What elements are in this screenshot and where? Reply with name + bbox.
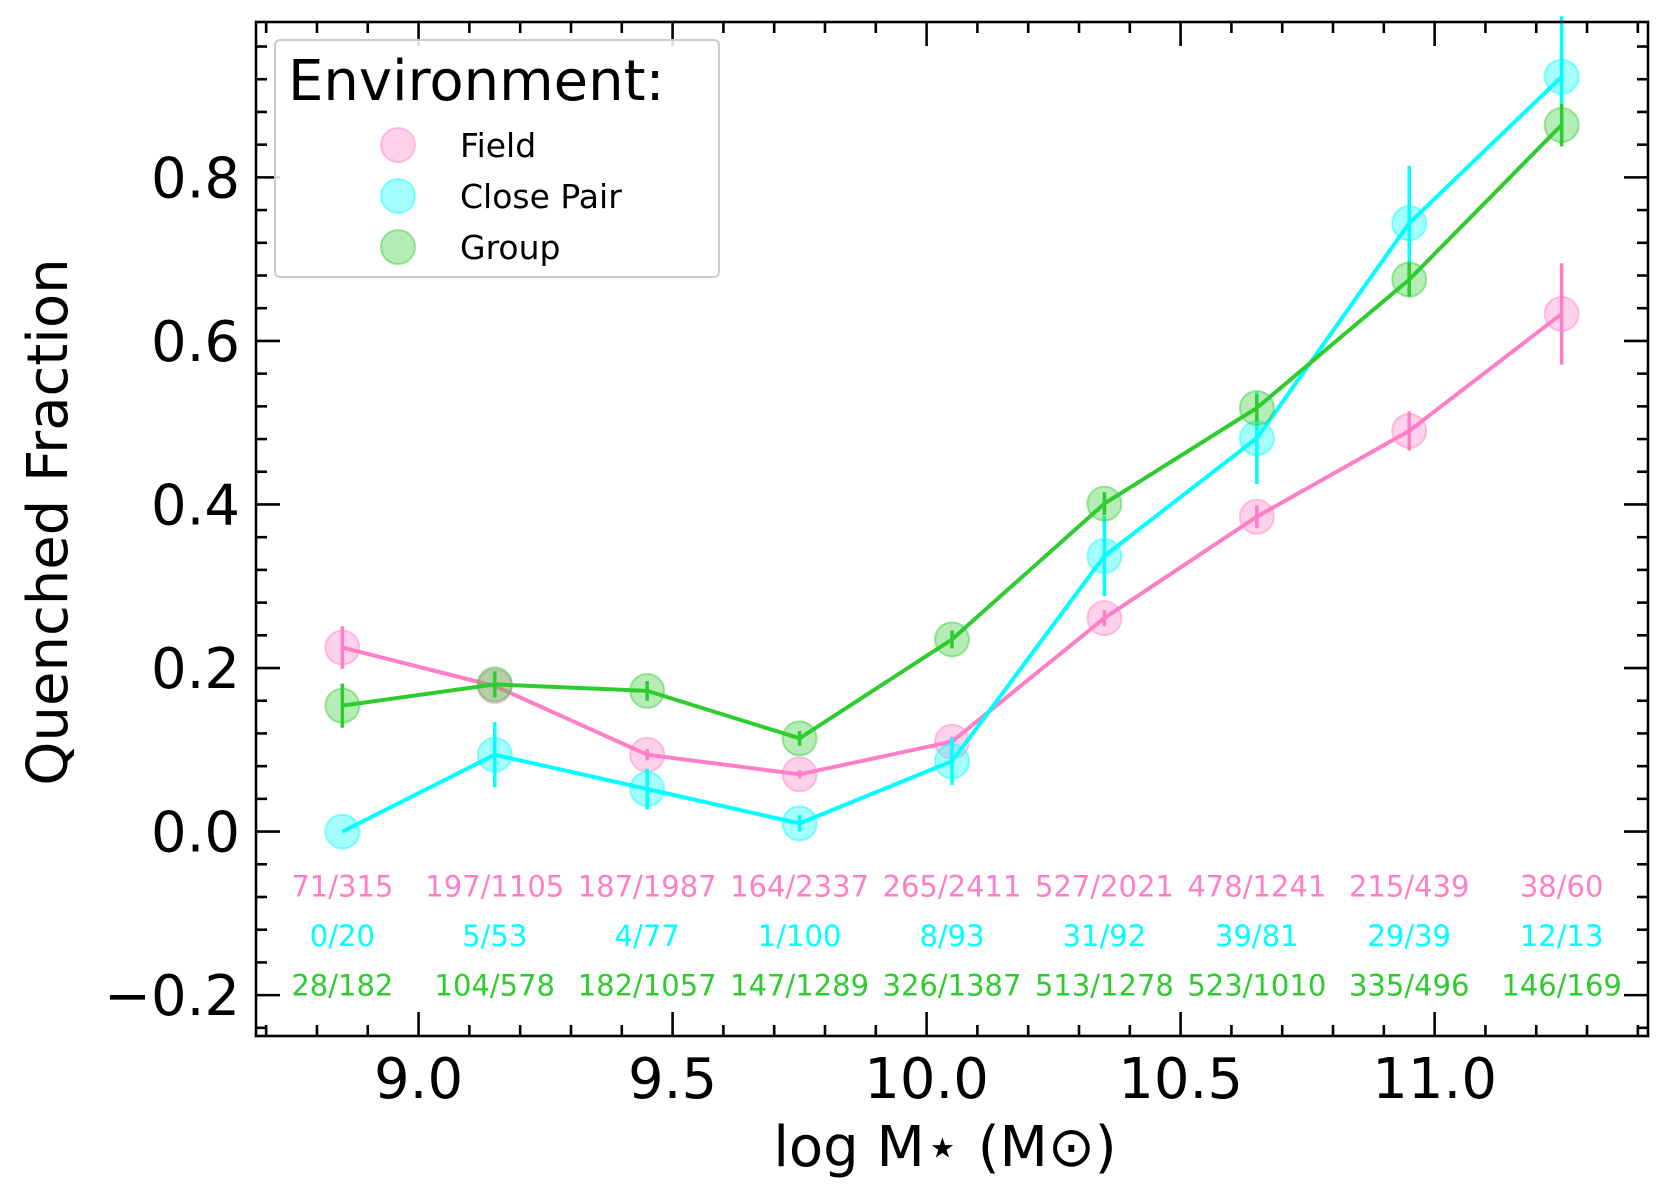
- plot-frame: [254, 20, 1650, 1038]
- legend-marker-close-pair: [380, 178, 416, 214]
- field-count-label: 478/1241: [1187, 869, 1326, 903]
- tick-labels: 9.0 9.5 10.0 10.5 11.0 −0.2 0.0 0.2 0.4 0.6 0.8: [104, 146, 1497, 1112]
- close-pair-count-label: 29/39: [1367, 919, 1451, 953]
- group-point: [476, 666, 513, 703]
- x-tick-label: 10.5: [1118, 1047, 1243, 1112]
- y-tick-label: 0.4: [151, 473, 240, 538]
- group-count-label: 147/1289: [730, 968, 869, 1002]
- close-pair-count-label: 39/81: [1215, 919, 1299, 953]
- y-tick-label: 0.0: [151, 801, 240, 866]
- legend-label-group: Group: [460, 228, 560, 267]
- field-count-label: 197/1105: [425, 869, 564, 903]
- close-pair-count-label: 1/100: [758, 919, 842, 953]
- major-ticks: [256, 22, 1648, 1036]
- close-pair-point: [1543, 58, 1580, 95]
- close-pair-count-label: 0/20: [310, 919, 375, 953]
- x-tick-label: 11.0: [1372, 1047, 1497, 1112]
- field-point: [1391, 412, 1428, 449]
- close-pair-point: [476, 736, 513, 773]
- legend-label-close-pair: Close Pair: [460, 177, 622, 216]
- group-count-label: 513/1278: [1035, 968, 1174, 1002]
- minor-ticks: [256, 22, 1648, 1036]
- x-tick-label: 10.0: [864, 1047, 989, 1112]
- group-count-label: 104/578: [435, 968, 555, 1002]
- y-tick-label: 0.6: [151, 310, 240, 375]
- group-count-label: 523/1010: [1187, 968, 1326, 1002]
- group-point: [324, 687, 361, 724]
- close-pair-point: [1238, 420, 1275, 457]
- x-axis-label: log M⋆ (M⊙): [773, 1115, 1116, 1180]
- close-pair-count-label: 8/93: [919, 919, 984, 953]
- close-pair-point: [934, 743, 970, 780]
- close-pair-point: [629, 771, 666, 808]
- group-point: [1391, 261, 1428, 298]
- field-point: [781, 756, 818, 793]
- close-pair-count-label: 12/13: [1520, 919, 1604, 953]
- group-point: [781, 720, 818, 757]
- field-point: [1543, 295, 1580, 332]
- field-point: [1086, 600, 1123, 637]
- close-pair-count-label: 4/77: [615, 919, 680, 953]
- group-point: [629, 672, 666, 709]
- field-point: [1238, 498, 1275, 535]
- field-count-label: 527/2021: [1035, 869, 1174, 903]
- close-pair-point: [781, 805, 818, 842]
- group-count-label: 182/1057: [578, 968, 717, 1002]
- legend-entries: Field Close Pair Group: [380, 126, 622, 267]
- legend-box: [274, 39, 720, 278]
- group-count-label: 335/496: [1349, 968, 1469, 1002]
- field-line: [341, 312, 1563, 777]
- close-pair-point: [1391, 205, 1428, 242]
- field-count-label: 265/2411: [883, 869, 1022, 903]
- legend-title: Environment:: [288, 49, 664, 114]
- field-count-label: 215/439: [1349, 869, 1469, 903]
- group-count-label: 326/1387: [883, 968, 1022, 1002]
- y-tick-label: 0.8: [151, 146, 240, 211]
- close-pair-point: [324, 813, 361, 850]
- group-point: [1543, 107, 1580, 144]
- close-pair-count-label: 31/92: [1063, 919, 1147, 953]
- field-point: [324, 629, 361, 666]
- group-count-label: 28/182: [291, 968, 393, 1002]
- field-count-label: 71/315: [291, 869, 393, 903]
- field-count-label: 164/2337: [730, 869, 869, 903]
- field-count-label: 38/60: [1520, 869, 1604, 903]
- legend-label-field: Field: [460, 126, 536, 165]
- group-count-label: 146/169: [1501, 968, 1621, 1002]
- close-pair-count-label: 5/53: [462, 919, 527, 953]
- group-point: [1238, 389, 1275, 426]
- series-layer: [324, 16, 1580, 850]
- legend-marker-group: [380, 229, 416, 265]
- count-labels: 71/315 197/1105 187/1987 164/2337 265/2411 52…: [291, 869, 1622, 1002]
- group-point: [934, 621, 970, 658]
- x-tick-label: 9.0: [374, 1047, 463, 1112]
- field-count-label: 187/1987: [578, 869, 717, 903]
- y-tick-label: −0.2: [104, 964, 240, 1029]
- legend-marker-field: [380, 127, 416, 163]
- legend: Environment: Field Close Pair Group: [274, 39, 720, 278]
- field-point: [629, 736, 666, 773]
- close-pair-point: [1086, 537, 1123, 574]
- y-tick-label: 0.2: [151, 637, 240, 702]
- group-point: [1086, 485, 1123, 522]
- y-axis-label: Quenched Fraction: [16, 258, 81, 785]
- x-tick-label: 9.5: [628, 1047, 717, 1112]
